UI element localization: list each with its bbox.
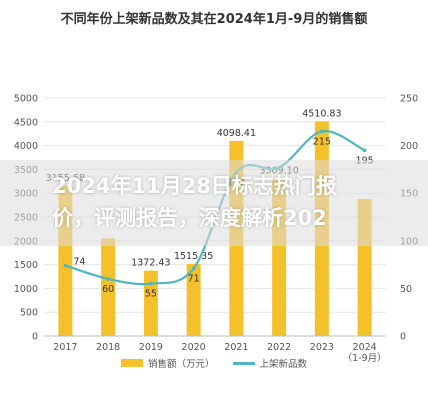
x-tick-label: 2017 (53, 342, 77, 353)
y-tick-label-left: 1000 (14, 284, 38, 295)
x-tick-label: 2023 (310, 342, 334, 353)
x-tick-label: 2024 (353, 342, 377, 353)
x-tick-label: （1-9月） (343, 352, 387, 364)
y-tick-label-left: 4500 (14, 117, 38, 128)
overlay-text-line-2: 价，评测报告，深度解析202 (52, 206, 327, 230)
x-tick-label: 2018 (96, 342, 120, 353)
y-tick-label-left: 5000 (14, 94, 38, 105)
line-point (63, 263, 68, 268)
legend-item-sales: 销售额（万元） (120, 356, 215, 370)
bar-value-label: 1372.43 (131, 258, 170, 269)
x-tick-label: 2019 (139, 342, 163, 353)
x-tick-label: 2022 (267, 342, 291, 353)
x-tick-label: 2020 (182, 342, 206, 353)
bar (143, 270, 158, 336)
bar (101, 238, 116, 336)
bar-value-label: 4510.83 (302, 108, 341, 119)
legend-label-sales: 销售额（万元） (147, 359, 215, 370)
legend-label-new-products: 上架新品数 (259, 359, 308, 370)
y-tick-label-left: 4000 (14, 141, 38, 152)
bar-value-label: 1515.35 (174, 251, 213, 262)
overlay-text-line-1: 2024年11月28日标志热门报 (52, 174, 337, 198)
line-value-label: 60 (102, 284, 114, 295)
y-tick-label-right: 0 (400, 332, 406, 343)
bar-value-label: 4098.41 (217, 128, 256, 139)
chart-title: 不同年份上架新品数及其在2024年1月-9月的销售额 (60, 12, 368, 27)
y-tick-label-left: 1500 (14, 260, 38, 271)
x-tick-label: 2021 (224, 342, 248, 353)
legend-swatch-bar (120, 359, 143, 367)
legend-swatch-line (232, 361, 255, 365)
legend-item-new-products: 上架新品数 (232, 356, 308, 370)
line-point (362, 148, 367, 153)
line-point (106, 277, 110, 281)
y-tick-label-right: 50 (400, 284, 412, 295)
y-tick-label-right: 200 (400, 141, 418, 152)
line-point (149, 281, 153, 286)
overlay-banner (0, 160, 428, 246)
line-point (320, 129, 324, 134)
y-tick-label-left: 500 (20, 308, 38, 319)
line-value-label: 74 (73, 257, 85, 268)
line-point (191, 266, 196, 271)
line-value-label: 55 (145, 289, 157, 300)
chart-legend: 销售额（万元） 上架新品数 (0, 356, 428, 370)
bar (186, 263, 201, 336)
line-value-label: 215 (313, 136, 331, 147)
y-tick-label-right: 250 (400, 94, 418, 105)
y-tick-label-left: 0 (32, 332, 38, 343)
line-value-label: 71 (188, 273, 200, 284)
